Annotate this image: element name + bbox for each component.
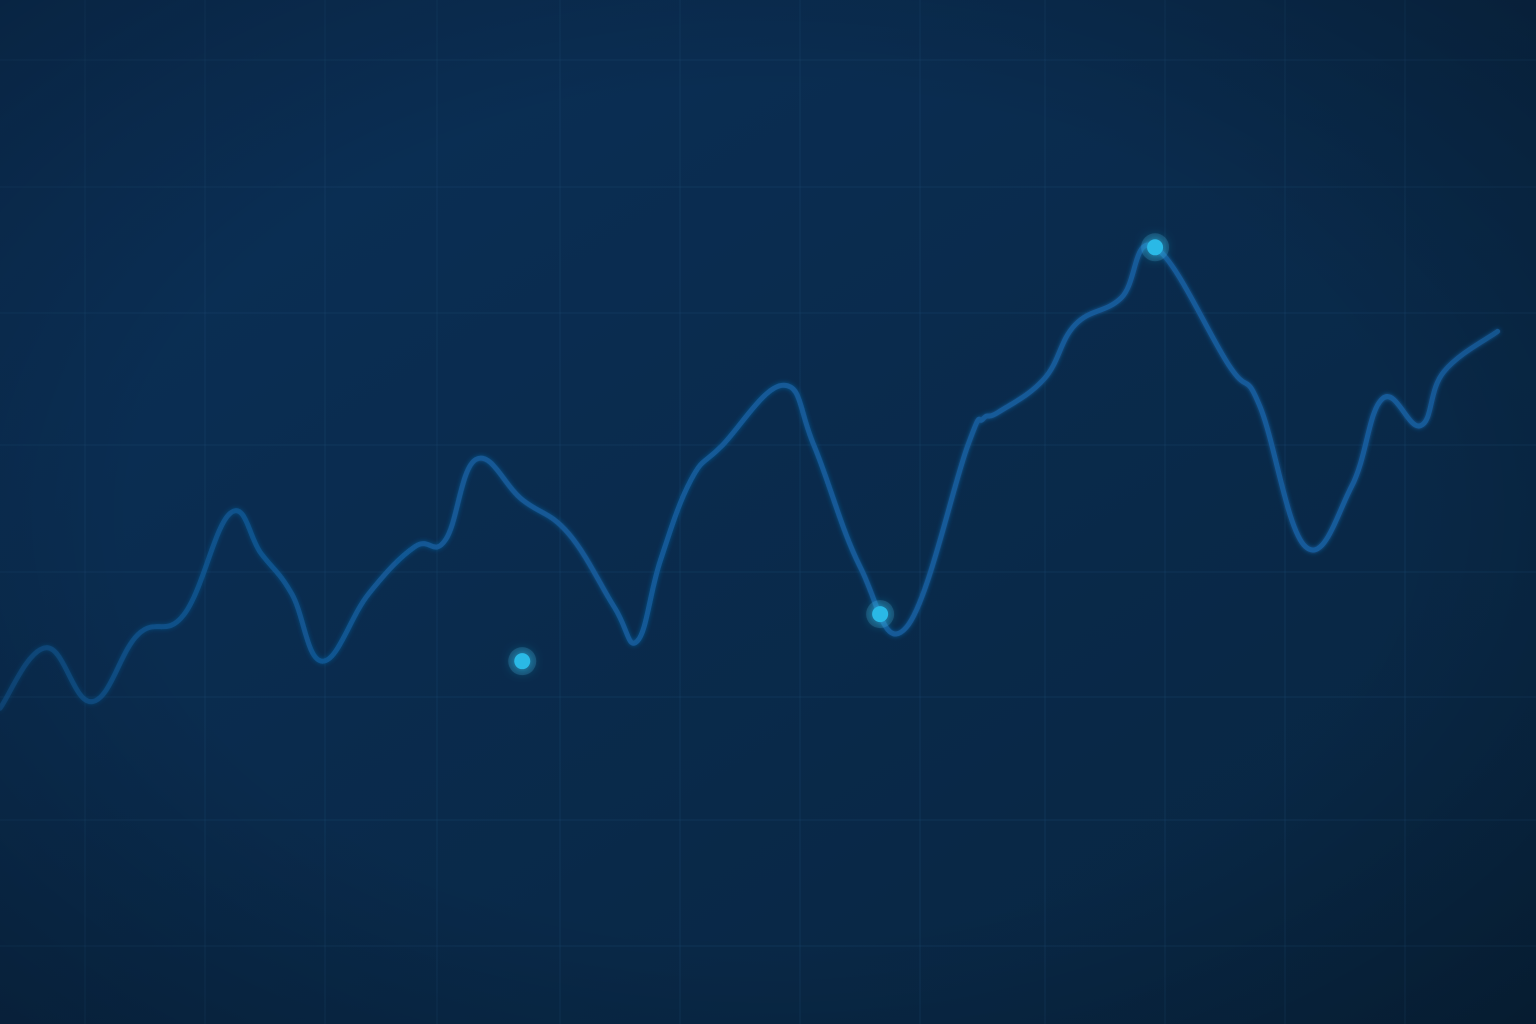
chart-area (0, 0, 1536, 1024)
line-chart (0, 0, 1536, 1024)
vignette-overlay (0, 0, 1536, 1024)
